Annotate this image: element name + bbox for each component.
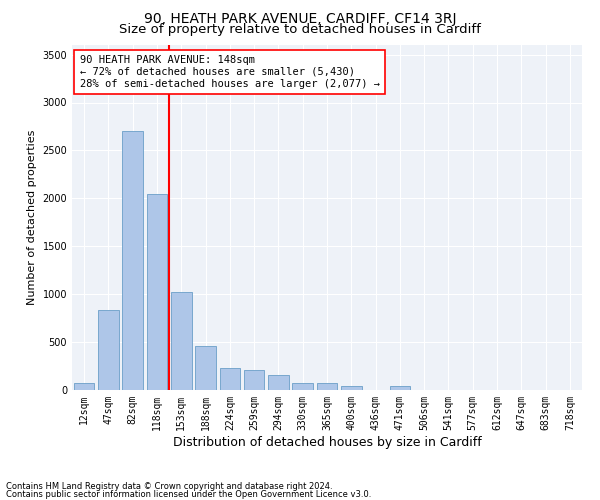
Bar <box>171 292 191 390</box>
Bar <box>268 374 289 390</box>
Bar <box>74 383 94 390</box>
Y-axis label: Number of detached properties: Number of detached properties <box>27 130 37 305</box>
Text: Size of property relative to detached houses in Cardiff: Size of property relative to detached ho… <box>119 22 481 36</box>
Bar <box>195 346 216 390</box>
Bar <box>389 386 410 390</box>
Bar <box>292 383 313 390</box>
Bar <box>122 131 143 390</box>
Bar <box>98 310 119 390</box>
Bar <box>317 384 337 390</box>
Text: Contains HM Land Registry data © Crown copyright and database right 2024.: Contains HM Land Registry data © Crown c… <box>6 482 332 491</box>
Bar <box>220 368 240 390</box>
Bar <box>244 370 265 390</box>
Bar <box>341 386 362 390</box>
Text: Contains public sector information licensed under the Open Government Licence v3: Contains public sector information licen… <box>6 490 371 499</box>
Text: 90, HEATH PARK AVENUE, CARDIFF, CF14 3RJ: 90, HEATH PARK AVENUE, CARDIFF, CF14 3RJ <box>144 12 456 26</box>
Text: 90 HEATH PARK AVENUE: 148sqm
← 72% of detached houses are smaller (5,430)
28% of: 90 HEATH PARK AVENUE: 148sqm ← 72% of de… <box>80 56 380 88</box>
X-axis label: Distribution of detached houses by size in Cardiff: Distribution of detached houses by size … <box>173 436 481 448</box>
Bar <box>146 194 167 390</box>
